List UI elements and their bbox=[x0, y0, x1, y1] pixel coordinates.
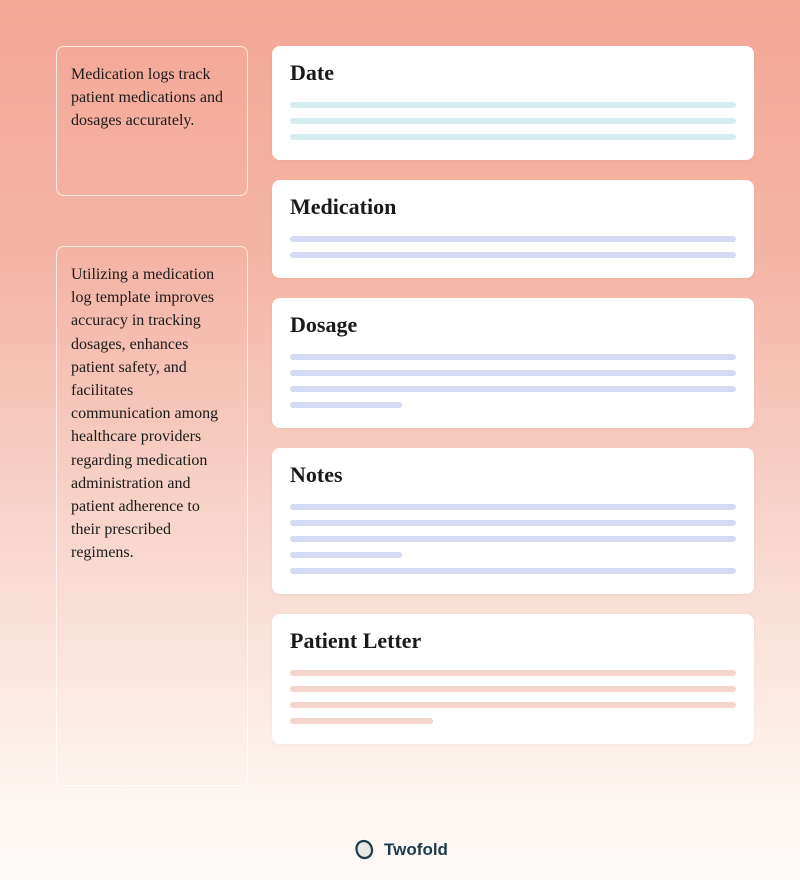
footer: Twofold bbox=[0, 838, 800, 862]
panel-title: Dosage bbox=[290, 312, 736, 338]
info-card-summary: Medication logs track patient medication… bbox=[56, 46, 248, 196]
main-panels: Date Medication Dosage Not bbox=[272, 46, 754, 786]
panel-patient-letter: Patient Letter bbox=[272, 614, 754, 744]
placeholder-line bbox=[290, 686, 736, 692]
placeholder-line bbox=[290, 134, 736, 140]
placeholder-line bbox=[290, 252, 736, 258]
placeholder-lines bbox=[290, 236, 736, 258]
placeholder-lines bbox=[290, 354, 736, 408]
placeholder-line bbox=[290, 236, 736, 242]
placeholder-line bbox=[290, 118, 736, 124]
placeholder-line bbox=[290, 520, 736, 526]
info-card-text: Medication logs track patient medication… bbox=[71, 63, 233, 133]
footer-brand: Twofold bbox=[384, 840, 448, 860]
placeholder-line bbox=[290, 536, 736, 542]
panel-title: Notes bbox=[290, 462, 736, 488]
placeholder-lines bbox=[290, 670, 736, 724]
placeholder-line bbox=[290, 718, 433, 724]
placeholder-lines bbox=[290, 504, 736, 574]
placeholder-line bbox=[290, 102, 736, 108]
panel-medication: Medication bbox=[272, 180, 754, 278]
sidebar: Medication logs track patient medication… bbox=[56, 46, 248, 786]
twofold-logo-icon bbox=[352, 838, 376, 862]
panel-dosage: Dosage bbox=[272, 298, 754, 428]
placeholder-line bbox=[290, 702, 736, 708]
panel-title: Medication bbox=[290, 194, 736, 220]
panel-notes: Notes bbox=[272, 448, 754, 594]
placeholder-line bbox=[290, 402, 402, 408]
placeholder-line bbox=[290, 670, 736, 676]
placeholder-line bbox=[290, 386, 736, 392]
panel-title: Patient Letter bbox=[290, 628, 736, 654]
placeholder-line bbox=[290, 354, 736, 360]
layout: Medication logs track patient medication… bbox=[0, 0, 800, 806]
panel-date: Date bbox=[272, 46, 754, 160]
info-card-detail: Utilizing a medication log template impr… bbox=[56, 246, 248, 786]
info-card-text: Utilizing a medication log template impr… bbox=[71, 263, 233, 564]
placeholder-line bbox=[290, 568, 736, 574]
placeholder-line bbox=[290, 370, 736, 376]
placeholder-lines bbox=[290, 102, 736, 140]
placeholder-line bbox=[290, 504, 736, 510]
panel-title: Date bbox=[290, 60, 736, 86]
placeholder-line bbox=[290, 552, 402, 558]
